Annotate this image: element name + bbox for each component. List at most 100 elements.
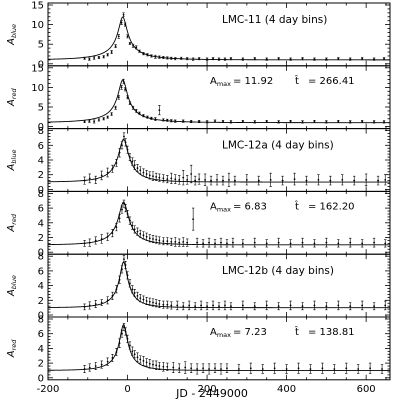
data-point — [145, 173, 148, 175]
data-point — [202, 242, 204, 245]
y-tick-label: 2 — [38, 359, 44, 370]
data-point — [150, 117, 153, 120]
y-axis-label: Ablue — [6, 275, 18, 297]
data-point — [83, 120, 86, 123]
data-point — [301, 305, 304, 308]
data-point — [162, 365, 165, 368]
data-point — [297, 367, 300, 370]
data-point — [289, 304, 292, 307]
data-point — [285, 368, 288, 370]
data-point — [384, 178, 387, 181]
x-tick-label: 400 — [277, 384, 296, 395]
data-point — [383, 120, 385, 123]
data-point — [182, 241, 185, 243]
data-point — [373, 58, 375, 60]
data-point — [83, 368, 86, 370]
y-tick-label: 5 — [38, 103, 44, 114]
data-point — [204, 178, 206, 181]
data-point — [174, 120, 177, 123]
fit-curve — [48, 16, 390, 61]
data-point — [249, 367, 252, 370]
data-point — [152, 238, 154, 240]
data-point — [162, 303, 165, 306]
data-point — [139, 169, 142, 172]
data-point — [126, 35, 129, 38]
data-point — [337, 304, 340, 307]
data-point — [277, 305, 280, 308]
y-tick-label: 2 — [38, 296, 44, 307]
y-tick-label: 4 — [38, 344, 44, 355]
data-point — [88, 120, 91, 123]
data-point — [142, 171, 145, 174]
data-point — [94, 239, 97, 242]
data-point — [253, 120, 256, 123]
data-point — [178, 241, 181, 244]
y-axis-label: Ablue — [6, 150, 18, 172]
data-point — [145, 300, 148, 302]
y-tick-label: 5 — [38, 40, 44, 51]
data-point — [196, 241, 199, 244]
data-point — [206, 120, 208, 123]
data-point — [88, 366, 91, 369]
data-point — [118, 278, 121, 281]
data-point — [126, 337, 129, 340]
data-point — [194, 305, 197, 308]
data-point — [111, 232, 114, 234]
data-point — [170, 57, 173, 60]
data-point — [226, 367, 228, 370]
data-point — [325, 305, 328, 308]
data-point — [289, 242, 292, 245]
data-point — [313, 120, 316, 123]
data-point — [114, 45, 117, 48]
panel-2: 0 5 10 15 Ared Amax = 11.92 t̂ = 266.41 — [6, 63, 391, 133]
data-point — [150, 55, 153, 57]
data-point — [305, 179, 308, 182]
data-point — [186, 178, 189, 181]
y-tick-label: 6 — [38, 204, 44, 215]
data-point — [152, 175, 154, 178]
fit-that-value: = 138.81 — [308, 327, 355, 338]
data-point — [129, 282, 131, 285]
data-point — [202, 367, 204, 370]
y-tick-label: 8 — [38, 126, 44, 137]
data-point — [241, 304, 244, 307]
data-point — [337, 242, 340, 245]
data-point — [155, 176, 158, 178]
data-point — [152, 363, 154, 366]
data-point — [333, 368, 336, 370]
y-tick-label: 10 — [31, 20, 44, 31]
fit-curve — [48, 323, 390, 371]
y-tick-label: 8 — [38, 315, 44, 326]
data-point — [212, 57, 214, 60]
data-point — [373, 241, 375, 244]
data-point — [158, 56, 161, 59]
fit-that-label: t̂ — [295, 325, 299, 338]
data-point — [349, 120, 352, 123]
data-point — [353, 179, 356, 182]
data-point — [121, 144, 123, 147]
y-tick-label: 4 — [38, 281, 44, 292]
data-point — [124, 330, 127, 333]
data-point — [100, 238, 103, 240]
plot-area — [48, 132, 390, 187]
data-point — [182, 120, 185, 123]
data-point — [190, 120, 193, 123]
data-point — [126, 213, 129, 215]
data-point — [200, 304, 203, 307]
data-point — [162, 177, 165, 180]
data-point — [146, 116, 149, 119]
x-axis-title: JD - 2449000 — [175, 387, 248, 400]
data-point — [166, 365, 169, 368]
data-point — [218, 305, 220, 308]
data-point — [106, 53, 109, 56]
data-point — [186, 241, 189, 244]
data-point — [269, 178, 272, 181]
data-point — [206, 58, 208, 60]
data-point — [253, 241, 256, 244]
fit-curve — [48, 138, 390, 183]
data-point — [289, 120, 292, 123]
data-point — [265, 58, 268, 60]
data-point — [126, 96, 129, 99]
data-point — [220, 368, 222, 370]
